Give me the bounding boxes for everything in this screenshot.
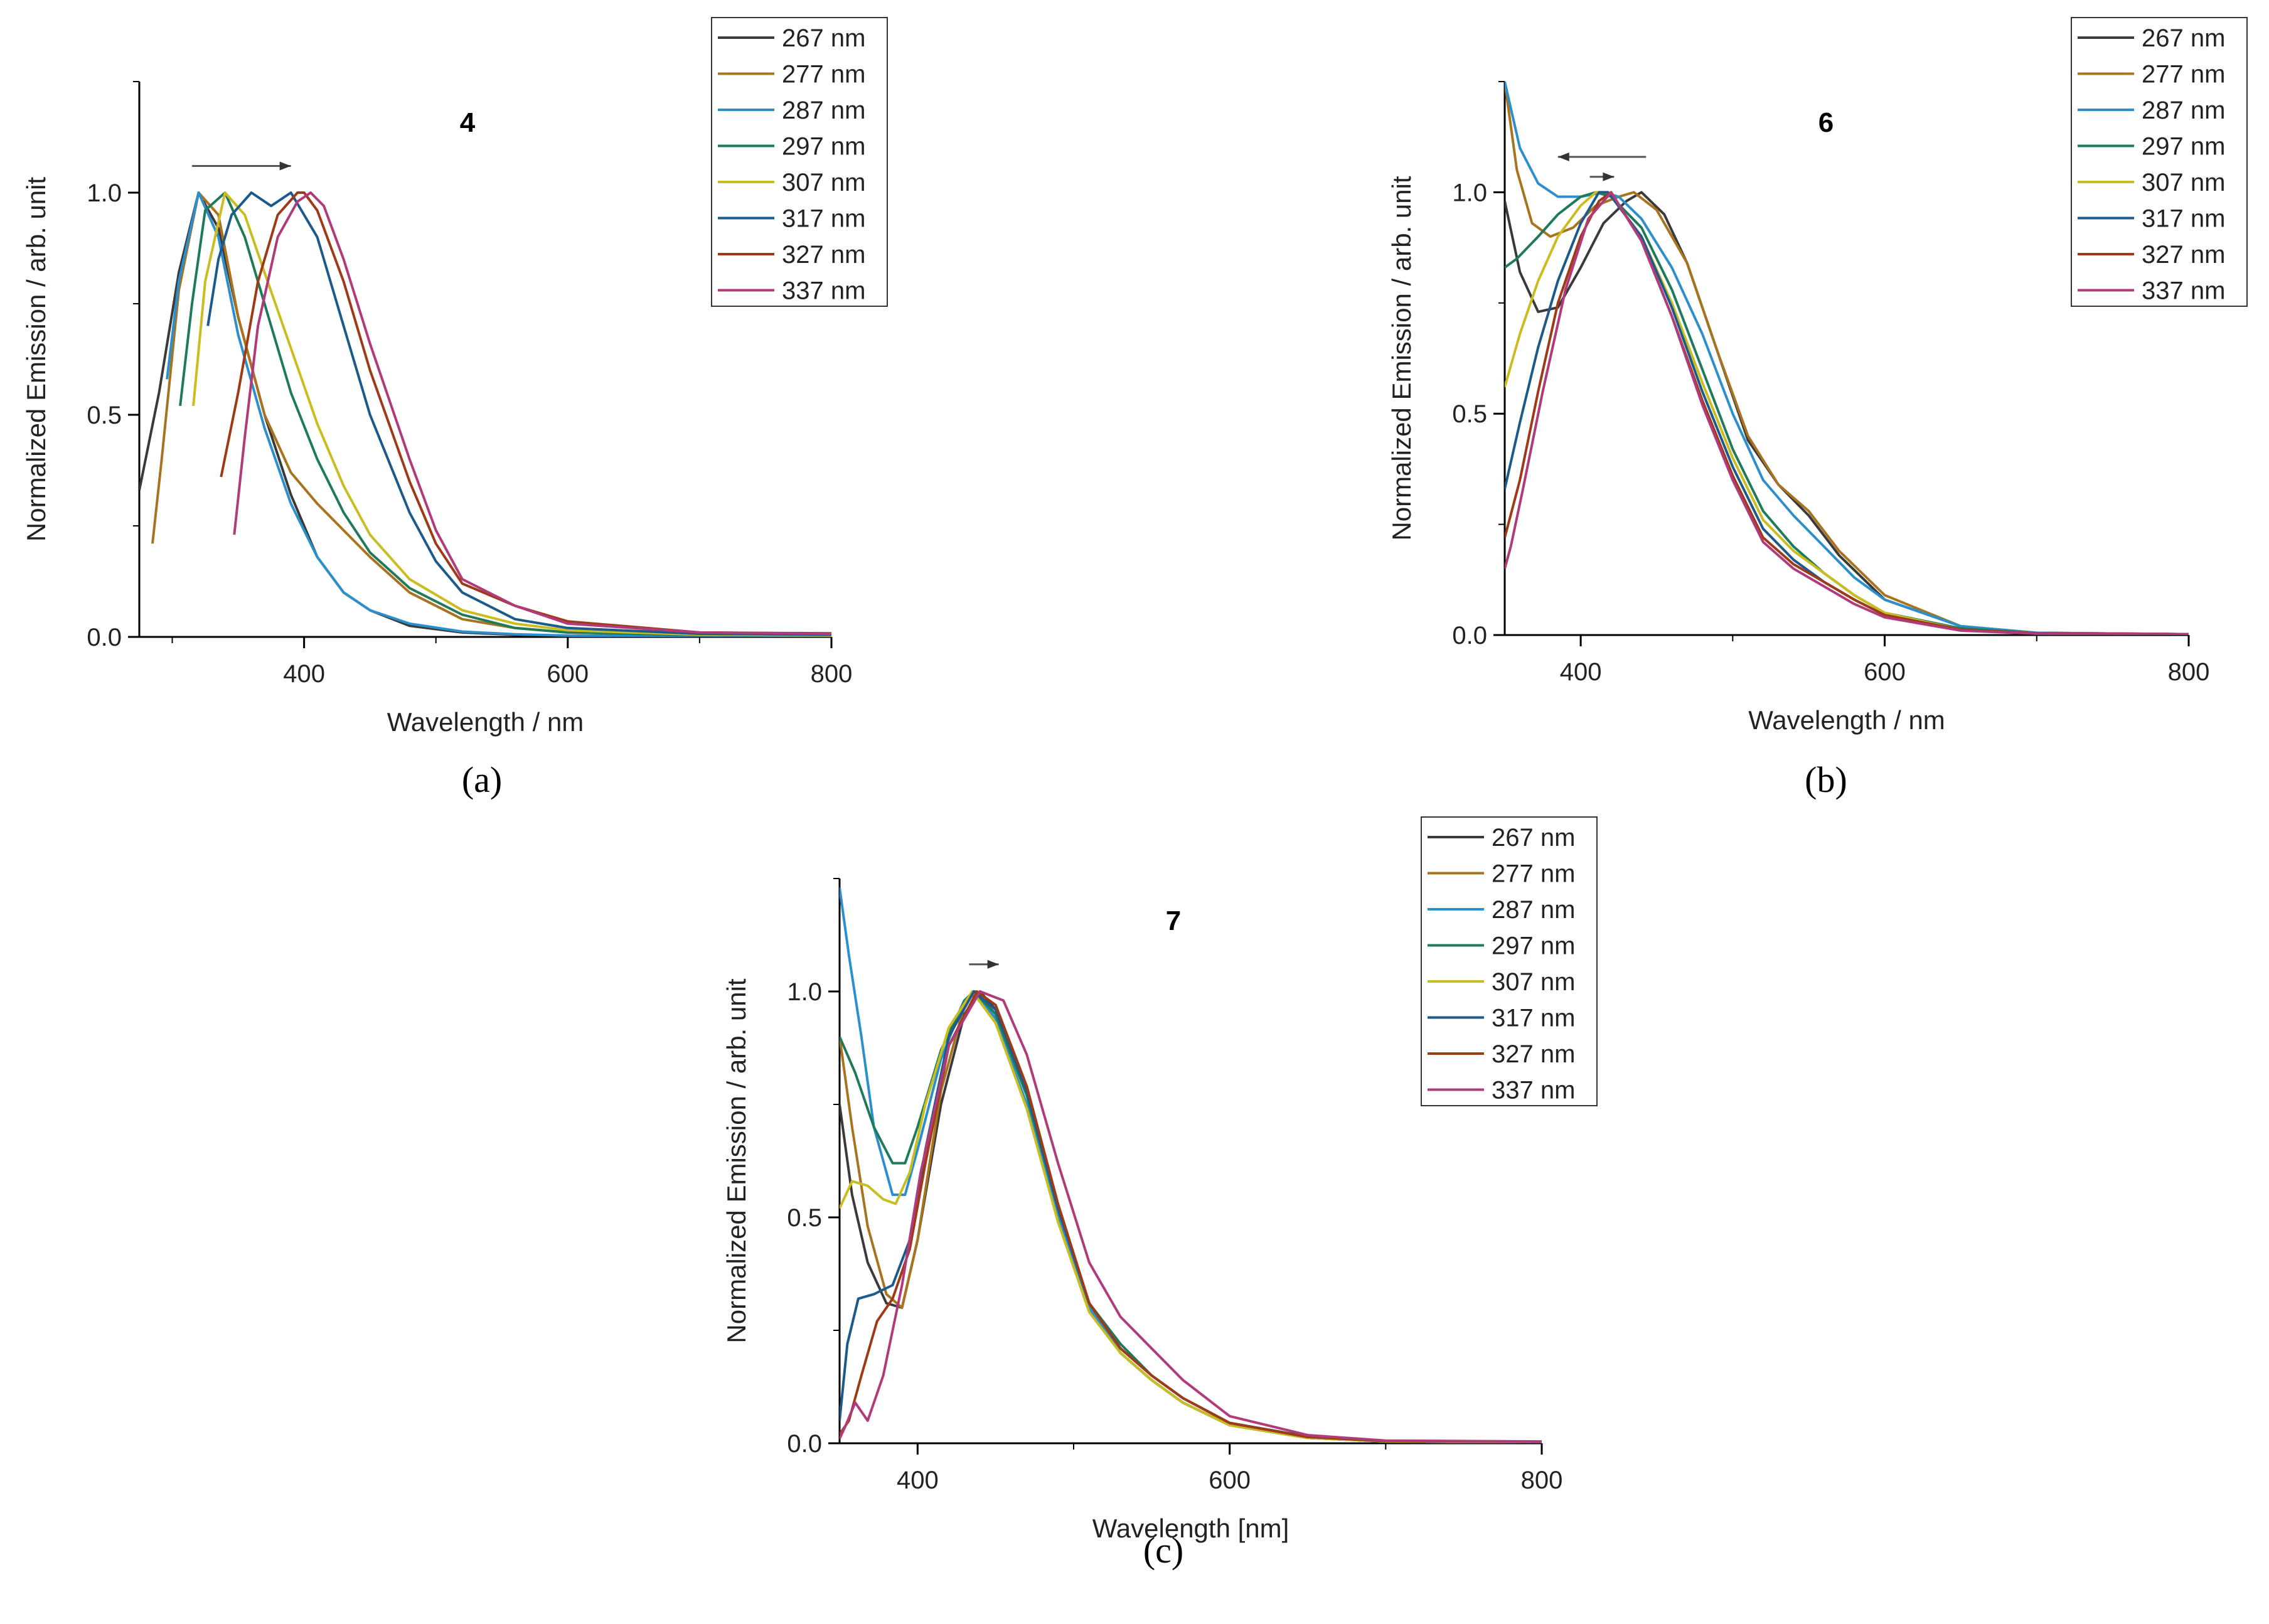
y-axis-label: Normalized Emission / arb. unit [21, 177, 51, 542]
x-tick-label: 400 [283, 660, 325, 688]
legend-label: 277 nm [1492, 860, 1575, 888]
legend-box [2071, 17, 2248, 307]
legend: 267 nm 277 nm 287 nm 297 nm 307 nm 317 nm 327 … [711, 17, 888, 307]
x-tick-label: 600 [1209, 1466, 1251, 1494]
legend-label: 277 nm [2142, 61, 2225, 88]
legend-label: 297 nm [1492, 932, 1575, 960]
series-line-307-nm [840, 990, 1542, 1443]
y-tick-label: 0.0 [787, 1430, 822, 1458]
x-tick-label: 600 [1864, 658, 1906, 686]
legend-label: 267 nm [2142, 24, 2225, 52]
x-tick-label: 600 [547, 660, 589, 688]
legend-box [1421, 816, 1598, 1106]
chart-a: 400 600 800 0.0 0.5 1.0 Wavelength / nm Normali… [21, 17, 888, 737]
chart-b: 400 600 800 0.0 0.5 1.0 Wavelength / nm Normali… [1387, 17, 2248, 735]
chart-title: 7 [1166, 905, 1181, 936]
caption-c: (c) [1143, 1530, 1183, 1571]
legend-label: 327 nm [782, 241, 865, 269]
series-line-307-nm [192, 191, 831, 637]
x-tick-label: 400 [1560, 658, 1602, 686]
legend-label: 287 nm [1492, 896, 1575, 924]
series-line-287-nm [1505, 81, 2189, 635]
series-line-277-nm [1505, 81, 2189, 635]
series-line-337-nm [233, 191, 831, 635]
legend-label: 267 nm [782, 24, 865, 52]
shift-arrow [1589, 172, 1615, 181]
legend-label: 337 nm [782, 277, 865, 305]
legend: 267 nm 277 nm 287 nm 297 nm 307 nm 317 nm 327 … [2071, 17, 2248, 307]
legend-label: 327 nm [2142, 241, 2225, 269]
y-tick-label: 0.5 [87, 402, 122, 429]
legend-label: 287 nm [2142, 97, 2225, 124]
x-tick-label: 800 [2168, 658, 2210, 686]
x-tick-label: 800 [1521, 1466, 1563, 1494]
y-tick-label: 1.0 [87, 179, 122, 207]
legend-label: 337 nm [2142, 277, 2225, 305]
shift-arrow [192, 161, 291, 171]
legend-label: 277 nm [782, 61, 865, 88]
series-line-317-nm [206, 191, 831, 636]
y-tick-label: 1.0 [787, 978, 822, 1006]
y-tick-label: 0.5 [1452, 400, 1487, 428]
x-axis-label: Wavelength / nm [1748, 705, 1945, 735]
legend-label: 317 nm [782, 205, 865, 233]
shift-arrow [1557, 152, 1647, 161]
y-axis-label: Normalized Emission / arb. unit [1387, 176, 1416, 541]
legend-label: 307 nm [782, 169, 865, 196]
chart-c: 400 600 800 0.0 0.5 1.0 Wavelength [nm] Normali… [722, 816, 1598, 1543]
series-line-327-nm [840, 990, 1542, 1443]
legend-label: 297 nm [782, 133, 865, 161]
legend-label: 287 nm [782, 97, 865, 124]
series-line-297-nm [179, 191, 831, 637]
legend-label: 337 nm [1492, 1077, 1575, 1104]
x-tick-label: 400 [897, 1466, 939, 1494]
y-tick-label: 0.0 [1452, 622, 1487, 649]
legend-label: 297 nm [2142, 133, 2225, 161]
legend-label: 307 nm [2142, 169, 2225, 196]
series-line-337-nm [1505, 191, 2189, 635]
series-line-307-nm [1505, 191, 2189, 635]
x-tick-label: 800 [811, 660, 853, 688]
series-line-287-nm [166, 191, 831, 637]
caption-a: (a) [462, 759, 502, 800]
y-tick-label: 1.0 [1452, 179, 1487, 206]
chart-title: 6 [1818, 107, 1834, 138]
x-axis-label: Wavelength / nm [387, 707, 584, 737]
y-tick-label: 0.0 [87, 624, 122, 651]
y-axis-label: Normalized Emission / arb. unit [722, 978, 751, 1344]
legend-label: 317 nm [1492, 1005, 1575, 1032]
caption-b: (b) [1805, 759, 1847, 800]
legend-label: 307 nm [1492, 968, 1575, 996]
chart-title: 4 [460, 107, 476, 138]
y-tick-label: 0.5 [787, 1204, 822, 1232]
x-axis-label: Wavelength [nm] [1092, 1514, 1289, 1543]
legend-box [711, 17, 888, 307]
legend: 267 nm 277 nm 287 nm 297 nm 307 nm 317 nm 327 … [1421, 816, 1598, 1106]
legend-label: 317 nm [2142, 205, 2225, 233]
series-line-337-nm [840, 990, 1542, 1443]
shift-arrow [969, 959, 999, 969]
legend-label: 267 nm [1492, 824, 1575, 852]
legend-label: 327 nm [1492, 1040, 1575, 1068]
series-line-327-nm [1505, 191, 2189, 635]
